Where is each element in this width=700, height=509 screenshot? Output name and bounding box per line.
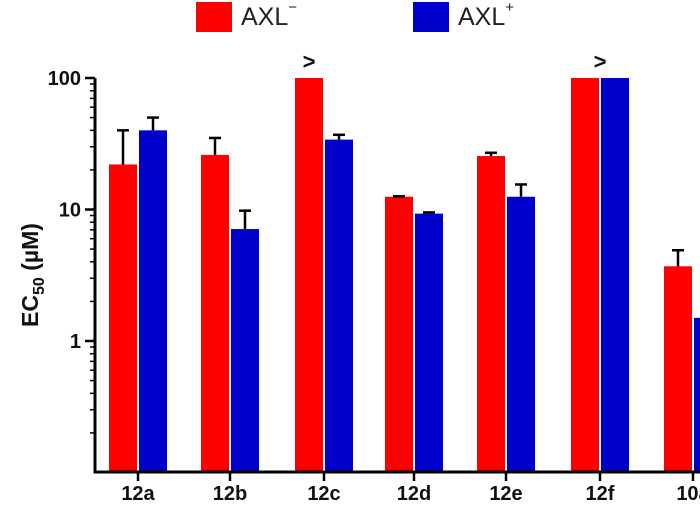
bar-12a-axl-negative <box>109 164 137 472</box>
bar-12c-axl-negative <box>295 78 323 472</box>
bar-12f-axl-positive <box>601 78 629 472</box>
annotations-layer: > > <box>303 49 607 74</box>
legend-swatch-red <box>196 2 232 32</box>
y-tick-label: 10 <box>59 200 81 222</box>
legend: AXL− AXL+ <box>0 0 700 40</box>
bar-12e-axl-positive <box>507 196 535 472</box>
bars-layer <box>109 78 700 473</box>
bar-10a-axl-positive <box>694 317 700 472</box>
legend-label-axl-positive: AXL+ <box>458 0 515 31</box>
annotation-12c: > <box>303 49 316 74</box>
y-tick-label: 100 <box>48 68 81 90</box>
x-tick-label-12c: 12c <box>307 483 340 505</box>
x-tick-label-12b: 12b <box>213 483 247 505</box>
x-tick-label-12a: 12a <box>121 483 155 505</box>
legend-swatch-blue <box>413 2 449 32</box>
bar-12d-axl-positive <box>415 213 443 473</box>
annotation-12f: > <box>594 49 607 74</box>
legend-label-axl-negative: AXL− <box>241 0 298 31</box>
x-tick-label-12e: 12e <box>489 483 522 505</box>
bar-12e-axl-negative <box>477 156 505 472</box>
bar-12a-axl-positive <box>139 130 167 473</box>
legend-item-axl-positive: AXL+ <box>413 0 515 32</box>
bar-12f-axl-negative <box>571 78 599 472</box>
bar-10a-axl-negative <box>664 266 692 472</box>
bar-12c-axl-positive <box>325 139 353 472</box>
x-tick-label-10a: 10a <box>676 483 700 505</box>
y-tick-label: 1 <box>70 331 81 353</box>
bar-12b-axl-negative <box>201 154 229 472</box>
legend-item-axl-negative: AXL− <box>196 0 298 32</box>
error-bars-layer <box>117 116 684 267</box>
bar-12d-axl-negative <box>385 196 413 472</box>
y-ticks: 100 10 1 <box>48 68 95 434</box>
y-axis-title: EC50 (µM) <box>17 223 48 327</box>
x-tick-label-12f: 12f <box>586 483 615 505</box>
bar-12b-axl-positive <box>231 229 259 472</box>
x-tick-labels: 12a 12b 12c 12d 12e 12f 10a <box>121 472 700 505</box>
x-tick-label-12d: 12d <box>397 483 431 505</box>
